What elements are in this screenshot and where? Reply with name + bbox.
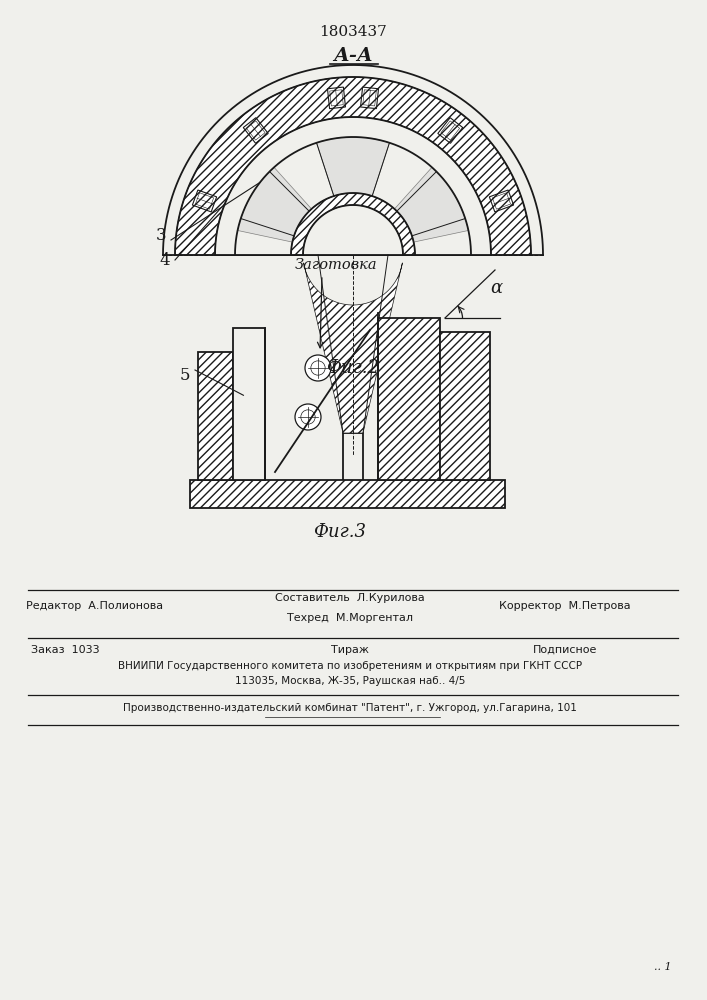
Polygon shape: [440, 332, 490, 480]
Text: Тираж: Тираж: [331, 645, 369, 655]
Wedge shape: [395, 167, 469, 242]
Text: 1803437: 1803437: [319, 25, 387, 39]
Text: 3: 3: [156, 227, 166, 244]
Text: Фиг.2: Фиг.2: [327, 359, 380, 377]
Polygon shape: [233, 328, 265, 480]
Text: Составитель  Л.Курилова: Составитель Л.Курилова: [275, 593, 425, 603]
Wedge shape: [238, 167, 312, 242]
Polygon shape: [291, 193, 415, 255]
Text: α: α: [490, 279, 502, 297]
Text: .. 1: .. 1: [655, 962, 672, 972]
Polygon shape: [190, 480, 505, 508]
Text: Подписное: Подписное: [533, 645, 597, 655]
Circle shape: [295, 404, 321, 430]
Text: Фиг.3: Фиг.3: [313, 523, 366, 541]
Text: Редактор  А.Полионова: Редактор А.Полионова: [26, 601, 163, 611]
Polygon shape: [378, 318, 440, 480]
Wedge shape: [317, 137, 390, 196]
Circle shape: [301, 410, 315, 424]
Text: 5: 5: [180, 367, 190, 384]
Circle shape: [305, 355, 331, 381]
Text: Техред  М.Моргентал: Техред М.Моргентал: [287, 613, 413, 623]
Text: Заказ  1033: Заказ 1033: [30, 645, 99, 655]
Polygon shape: [198, 352, 233, 480]
Text: Заготовка: Заготовка: [295, 258, 378, 272]
Text: 113035, Москва, Ж-35, Раушская наб.. 4/5: 113035, Москва, Ж-35, Раушская наб.. 4/5: [235, 676, 465, 686]
Circle shape: [311, 361, 325, 375]
Text: Производственно-издательский комбинат "Патент", г. Ужгород, ул.Гагарина, 101: Производственно-издательский комбинат "П…: [123, 703, 577, 713]
Text: А-А: А-А: [333, 47, 373, 65]
Text: 4: 4: [160, 252, 170, 269]
Text: ВНИИПИ Государственного комитета по изобретениям и открытиям при ГКНТ СССР: ВНИИПИ Государственного комитета по изоб…: [118, 661, 582, 671]
Polygon shape: [303, 263, 402, 433]
Text: Корректор  М.Петрова: Корректор М.Петрова: [499, 601, 631, 611]
Polygon shape: [175, 77, 531, 255]
